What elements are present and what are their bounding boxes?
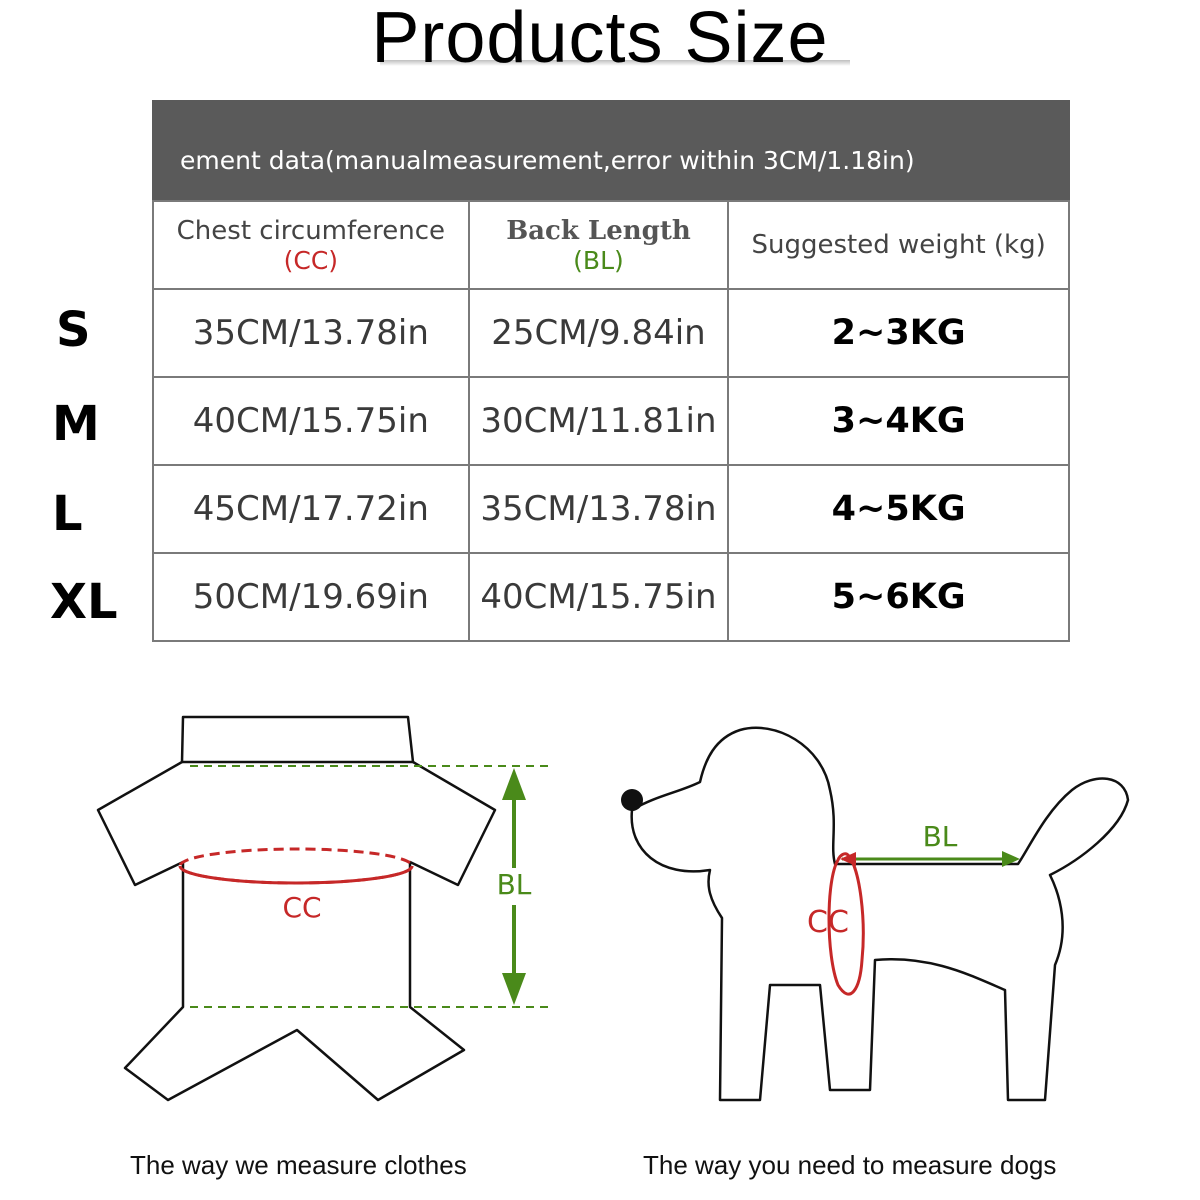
title-shadow [380,60,850,66]
dog-nose-icon [621,789,643,811]
caption-clothes: The way we measure clothes [130,1150,467,1180]
header-weight: Suggested weight (kg) [727,200,1070,290]
clothes-cc-loop: CC [178,847,414,924]
measure-diagram: CC BL CC BL [96,715,1130,1102]
clothes-bl-label: BL [497,868,532,901]
size-label-m: M [52,396,100,452]
table-row: 50CM/19.69in 40CM/15.75in 5~6KG [152,552,1070,642]
size-table: Chest circumference (CC) Back Length (BL… [152,200,1070,642]
table-row: 40CM/15.75in 30CM/11.81in 3~4KG [152,376,1070,466]
table-row: 45CM/17.72in 35CM/13.78in 4~5KG [152,464,1070,554]
back-cell: 25CM/9.84in [467,288,730,378]
back-cell: 35CM/13.78in [467,464,730,554]
weight-cell: 2~3KG [727,288,1070,378]
back-cell: 40CM/15.75in [467,552,730,642]
clothes-bl-arrow: BL [190,765,548,1008]
chest-cell: 40CM/15.75in [152,376,470,466]
table-banner: ement data(manualmeasurement,error withi… [152,100,1070,200]
dog-outline [630,726,1130,1102]
clothes-cc-label: CC [282,891,321,924]
header-back: Back Length (BL) [467,200,730,290]
chest-cell: 45CM/17.72in [152,464,470,554]
header-chest-abbr: (CC) [283,246,339,275]
caption-dogs: The way you need to measure dogs [643,1150,1057,1180]
header-weight-label: Suggested weight (kg) [751,230,1046,260]
weight-cell: 4~5KG [727,464,1070,554]
table-row: 35CM/13.78in 25CM/9.84in 2~3KG [152,288,1070,378]
page-title: Products Size [371,0,829,78]
header-back-abbr: (BL) [573,246,624,275]
chest-cell: 35CM/13.78in [152,288,470,378]
back-cell: 30CM/11.81in [467,376,730,466]
dog-cc-label: CC [807,905,849,940]
banner-text: ement data(manualmeasurement,error withi… [180,146,915,175]
size-label-s: S [56,302,91,358]
clothes-outline [96,715,497,1102]
size-label-l: L [52,486,83,542]
chest-cell: 50CM/19.69in [152,552,470,642]
dog-cc-loop: CC [807,852,865,996]
header-back-label: Back Length [506,216,691,246]
header-chest: Chest circumference (CC) [152,200,470,290]
dog-bl-arrow: BL [840,820,1020,867]
dog-bl-label: BL [923,820,958,853]
weight-cell: 3~4KG [727,376,1070,466]
table-header-row: Chest circumference (CC) Back Length (BL… [152,200,1070,290]
size-label-xl: XL [50,574,118,630]
header-chest-label: Chest circumference [176,216,446,246]
weight-cell: 5~6KG [727,552,1070,642]
